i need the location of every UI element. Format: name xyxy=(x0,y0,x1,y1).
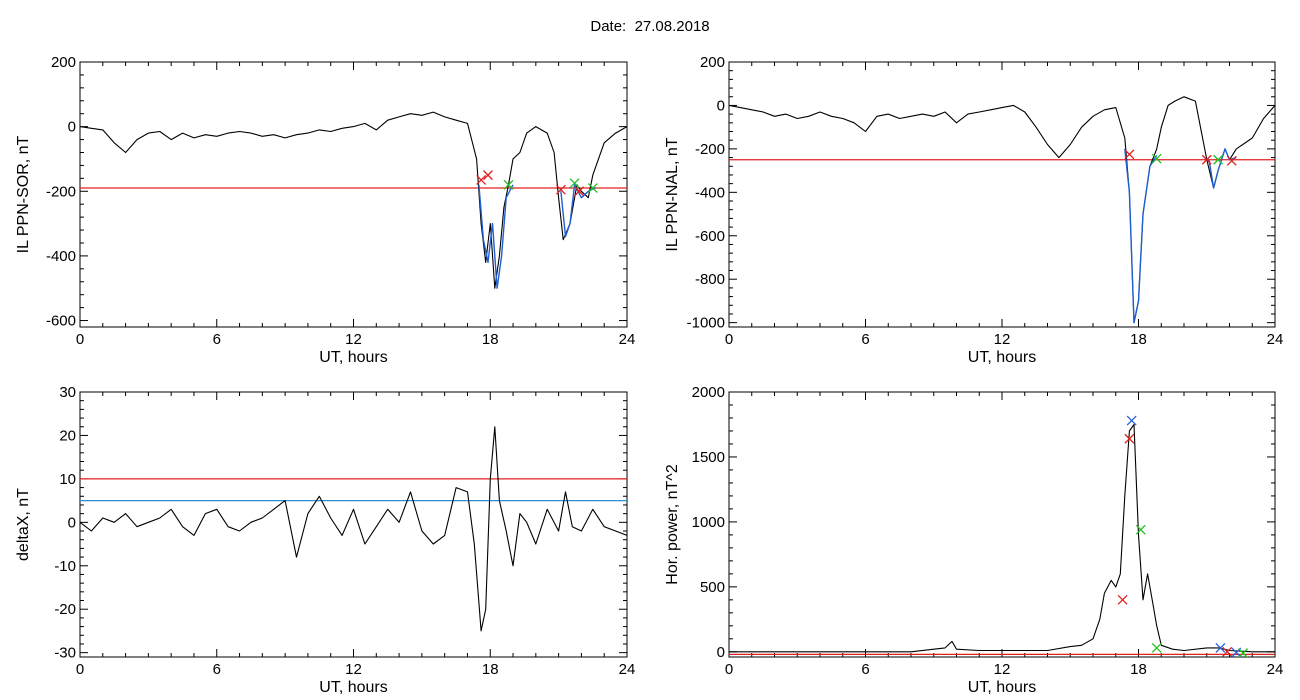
x-tick-label: 0 xyxy=(725,331,733,348)
event-marker xyxy=(1135,524,1146,535)
y-tick-label: 0 xyxy=(68,119,76,136)
x-tick-label: 18 xyxy=(482,331,499,348)
plot-area xyxy=(729,96,1275,324)
date-value: 27.08.2018 xyxy=(634,18,710,35)
event-marker xyxy=(1226,155,1237,166)
x-axis-label: UT, hours xyxy=(319,679,387,696)
y-axis-label: IL PPN-SOR, nT xyxy=(15,135,32,253)
y-tick-label: 200 xyxy=(51,54,76,71)
event-marker xyxy=(1126,415,1137,426)
y-axis-label: IL PPN-NAL, nT xyxy=(664,137,681,251)
y-tick-label: 0 xyxy=(717,644,725,661)
x-tick-label: 12 xyxy=(345,331,362,348)
event-trace xyxy=(1124,148,1158,324)
date-label: Date: xyxy=(590,18,627,35)
x-axis-label: UT, hours xyxy=(319,349,387,366)
y-tick-label: 10 xyxy=(59,471,76,488)
y-axis-label: deltaX, nT xyxy=(15,488,32,561)
plot-area xyxy=(729,415,1275,657)
event-marker xyxy=(1222,646,1233,657)
x-tick-label: 6 xyxy=(213,661,221,678)
y-tick-label: -1000 xyxy=(687,315,725,332)
page-title: Date: 27.08.2018 xyxy=(0,18,1300,35)
event-marker xyxy=(1117,594,1128,605)
y-tick-label: -400 xyxy=(46,248,76,265)
plot-area xyxy=(80,426,627,632)
y-tick-label: 1000 xyxy=(692,514,725,531)
x-tick-label: 6 xyxy=(861,331,869,348)
y-tick-label: -400 xyxy=(695,184,725,201)
x-tick-label: 6 xyxy=(861,661,869,678)
y-tick-label: 0 xyxy=(717,97,725,114)
y-tick-label: 500 xyxy=(700,579,725,596)
event-marker xyxy=(1213,154,1224,165)
event-marker xyxy=(1151,642,1162,653)
data-trace xyxy=(729,96,1275,324)
x-tick-label: 24 xyxy=(1267,661,1284,678)
x-tick-label: 24 xyxy=(1267,331,1284,348)
x-tick-label: 18 xyxy=(1130,661,1147,678)
x-axis-label: UT, hours xyxy=(968,349,1036,366)
x-tick-label: 18 xyxy=(1130,331,1147,348)
chart-panel-3: 0 6 12 18 24 30 20 10 0 -10 -20 -30 UT, hours deltaX,… xyxy=(15,384,635,696)
x-axis-label: UT, hours xyxy=(968,679,1036,696)
x-tick-label: 12 xyxy=(994,661,1011,678)
x-tick-label: 0 xyxy=(76,331,84,348)
plot-area xyxy=(80,111,627,289)
y-tick-label: 200 xyxy=(700,54,725,71)
y-tick-label: -600 xyxy=(46,313,76,330)
x-tick-label: 0 xyxy=(76,661,84,678)
data-trace xyxy=(80,426,627,632)
x-tick-label: 6 xyxy=(213,331,221,348)
event-marker xyxy=(587,183,598,193)
y-tick-label: -200 xyxy=(695,141,725,158)
event-marker xyxy=(574,186,585,197)
event-marker xyxy=(1201,154,1212,165)
event-marker xyxy=(1151,153,1162,164)
event-marker xyxy=(483,170,493,181)
event-marker xyxy=(555,184,566,195)
plot-frame xyxy=(728,391,1276,658)
event-marker xyxy=(1238,648,1249,657)
y-tick-label: 30 xyxy=(59,384,76,401)
x-tick-label: 24 xyxy=(619,661,636,678)
y-tick-label: -30 xyxy=(54,645,76,662)
event-trace xyxy=(478,184,514,289)
y-tick-label: 2000 xyxy=(692,384,725,401)
y-tick-label: 20 xyxy=(59,427,76,444)
data-trace xyxy=(80,111,627,289)
event-marker xyxy=(1215,642,1226,653)
event-marker xyxy=(569,178,580,189)
x-tick-label: 12 xyxy=(345,661,362,678)
event-marker xyxy=(1124,433,1135,444)
y-tick-label: 1500 xyxy=(692,449,725,466)
event-trace xyxy=(560,184,596,238)
data-trace xyxy=(729,423,1275,653)
x-tick-label: 12 xyxy=(994,331,1011,348)
x-tick-label: 18 xyxy=(482,661,499,678)
chart-panel-1: 0 6 12 18 24 200 0 -200 -400 -600 UT, hours IL PPN-… xyxy=(15,54,635,366)
y-tick-label: 0 xyxy=(68,514,76,531)
event-marker xyxy=(476,174,487,185)
chart-panel-2: 0 6 12 18 24 200 0 -200 -400 -600 -800 -1000 UT, hou… xyxy=(664,54,1283,366)
y-axis-label: Hor. power, nT^2 xyxy=(664,464,681,585)
x-tick-label: 0 xyxy=(725,661,733,678)
plot-frame xyxy=(728,61,1276,328)
plot-frame xyxy=(79,61,628,328)
y-tick-label: -200 xyxy=(46,183,76,200)
event-marker xyxy=(1124,149,1135,160)
plot-frame xyxy=(79,391,628,658)
chart-panel-4: 0 6 12 18 24 2000 1500 1000 500 0 UT, hours Hor. po… xyxy=(664,384,1283,696)
event-marker xyxy=(503,179,514,190)
x-tick-label: 24 xyxy=(619,331,636,348)
y-tick-label: -800 xyxy=(695,271,725,288)
y-tick-label: -10 xyxy=(54,558,76,575)
y-tick-label: -600 xyxy=(695,228,725,245)
y-tick-label: -20 xyxy=(54,601,76,618)
